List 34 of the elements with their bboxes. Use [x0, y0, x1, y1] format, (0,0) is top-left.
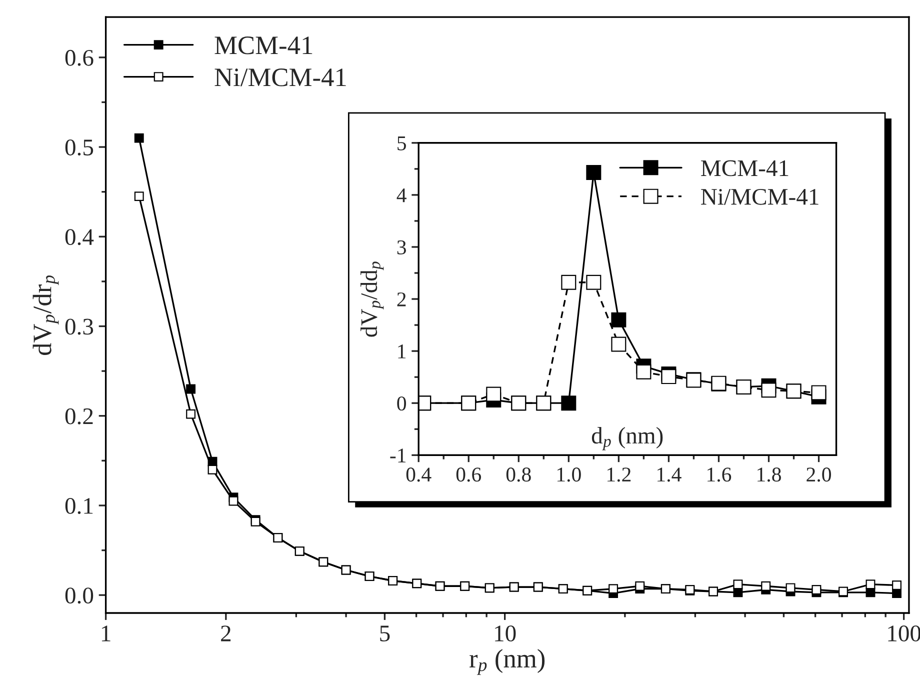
x-tick-label: 1.4	[658, 468, 682, 482]
y-tick-label: 0	[397, 396, 406, 411]
x-tick-label: 1.6	[708, 468, 732, 482]
y-tick-label: 4	[396, 188, 406, 202]
x-tick-label: 5	[380, 626, 390, 642]
x-axis-title: r$_{p}$ (nm)	[470, 649, 545, 675]
y-tick-label: 0.2	[65, 408, 93, 424]
x-tick-label: 0.8	[506, 468, 531, 482]
legend-label: MCM-41	[214, 36, 312, 54]
y-axis-title: dV$_{p}$/dr$_{p}$	[32, 275, 59, 355]
x-tick-label: 10	[495, 626, 516, 642]
x-tick-label: 1.2	[608, 468, 631, 482]
y-tick-label: 0.4	[65, 229, 94, 246]
y-tick-label: 0.5	[65, 140, 94, 156]
y-tick-label: 1	[398, 344, 406, 358]
y-tick-label: -1	[390, 448, 406, 462]
x-tick-label: 1.8	[758, 468, 781, 482]
x-axis-title: d$_{p}$ (nm)	[592, 427, 663, 450]
legend-label: Ni/MCM-41	[214, 68, 346, 86]
y-tick-label: 0.1	[65, 498, 93, 514]
y-tick-label: 0.3	[65, 318, 94, 335]
y-tick-label: 0.0	[65, 588, 94, 604]
legend-label: MCM-41	[701, 160, 788, 176]
y-tick-label: 3	[397, 240, 406, 254]
x-tick-label: 1.0	[557, 468, 581, 482]
x-tick-label: 2	[221, 626, 231, 642]
y-axis-title: dV$_{p}$/dd$_{p}$	[360, 262, 384, 337]
x-tick-label: 0.6	[456, 468, 482, 482]
x-tick-label: 2.0	[806, 468, 831, 482]
x-tick-label: 1	[102, 626, 110, 642]
y-tick-label: 0.6	[65, 50, 94, 66]
legend-label: Ni/MCM-41	[701, 188, 818, 205]
y-tick-label: 2	[397, 292, 406, 306]
y-tick-label: 5	[398, 136, 406, 150]
